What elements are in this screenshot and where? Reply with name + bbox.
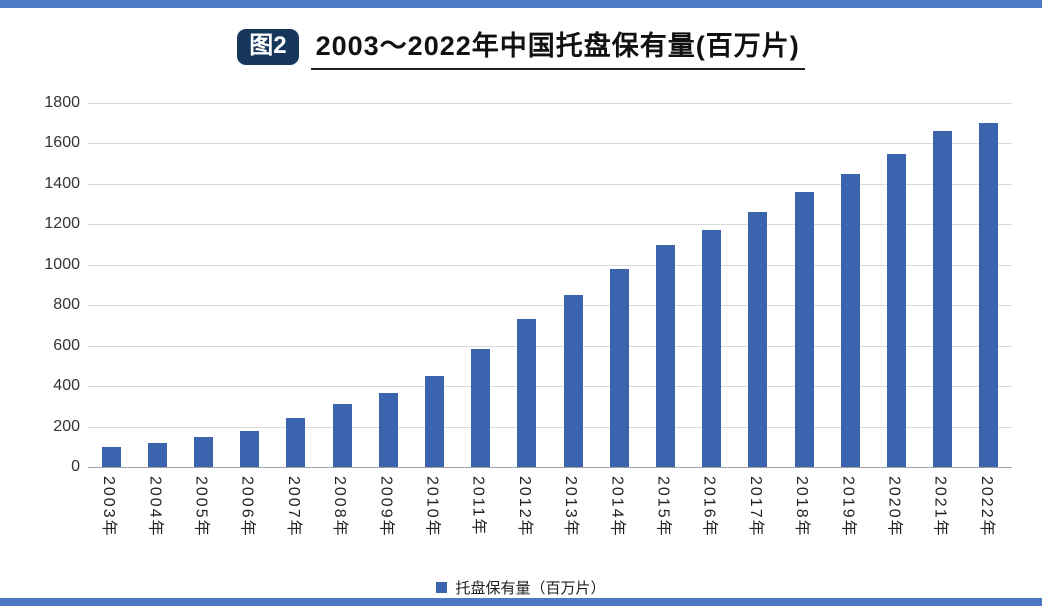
figure-badge: 图2: [237, 28, 299, 66]
x-axis: 2003年 2004年 2005年 2006年 2007年 2008年 2009年 2010年…: [88, 474, 1012, 566]
x-tick-label: 2010年: [423, 476, 441, 538]
x-tick-label: 2015年: [654, 476, 672, 538]
legend-label: 托盘保有量（百万片）: [455, 580, 606, 597]
y-tick-label: 1600: [44, 134, 80, 152]
y-tick-label: 800: [53, 296, 80, 314]
chart-header: 图2 2003～2022年中国托盘保有量(百万片): [0, 24, 1042, 70]
bar-2015年: [656, 244, 675, 467]
gridline: [88, 386, 1012, 388]
bar-2010年: [425, 376, 444, 467]
bar-2022年: [979, 123, 999, 467]
y-tick-label: 600: [53, 336, 80, 354]
x-tick-label: 2017年: [746, 476, 764, 538]
bar-2020年: [887, 153, 906, 467]
x-tick-label: 2020年: [885, 476, 903, 538]
x-tick-label: 2012年: [515, 476, 533, 538]
x-tick-label: 2003年: [100, 476, 118, 538]
chart-title: 2003～2022年中国托盘保有量(百万片): [310, 24, 805, 70]
gridline: [88, 143, 1012, 145]
x-tick-label: 2004年: [146, 476, 164, 538]
bar-2007年: [286, 418, 306, 467]
plot-area: [88, 103, 1012, 468]
gridline: [88, 224, 1012, 226]
y-tick-label: 400: [53, 377, 80, 395]
x-tick-label: 2008年: [331, 476, 349, 538]
bar-2012年: [517, 319, 537, 467]
y-tick-label: 1000: [44, 255, 80, 273]
bar-2006年: [240, 430, 260, 467]
bar-2014年: [609, 268, 629, 467]
bar-2005年: [194, 436, 213, 467]
y-axis: 0 200 400 600 800 1000 1200 1400 1600 1800: [0, 94, 80, 475]
y-tick-label: 1400: [44, 174, 80, 192]
legend-marker: [436, 582, 448, 593]
bottom-border-strip: [0, 598, 1042, 606]
bar-2011年: [471, 348, 491, 467]
x-axis-line: [88, 467, 1012, 468]
x-tick-label: 2019年: [839, 476, 857, 538]
bar-2013年: [563, 295, 583, 467]
x-tick-label: 2009年: [377, 476, 395, 538]
bar-2021年: [933, 131, 953, 467]
y-tick-label: 1200: [44, 215, 80, 233]
gridline: [88, 264, 1012, 266]
gridline: [88, 183, 1012, 185]
bar-2004年: [147, 443, 167, 467]
bar-2019年: [840, 173, 860, 467]
x-tick-label: 2011年: [469, 476, 487, 537]
bar-2018年: [794, 191, 814, 467]
y-tick-label: 0: [71, 458, 80, 475]
x-tick-label: 2022年: [977, 476, 995, 538]
x-tick-label: 2013年: [562, 476, 580, 538]
x-tick-label: 2006年: [238, 476, 256, 538]
y-tick-label: 1800: [44, 94, 80, 111]
y-tick-label: 200: [53, 417, 80, 435]
bar-2017年: [748, 212, 768, 467]
x-tick-label: 2014年: [608, 476, 626, 538]
bar-2008年: [332, 404, 352, 467]
x-tick-label: 2005年: [192, 476, 210, 538]
bar-2009年: [378, 393, 398, 467]
legend: 托盘保有量（百万片）: [0, 577, 1042, 598]
bar-2003年: [101, 446, 121, 467]
gridline: [88, 345, 1012, 347]
gridline: [88, 426, 1012, 428]
gridline: [88, 305, 1012, 307]
gridline: [88, 103, 1012, 104]
x-tick-label: 2018年: [793, 476, 811, 538]
top-border-strip: [0, 0, 1042, 8]
bar-2016年: [702, 230, 722, 467]
x-tick-label: 2007年: [284, 476, 302, 538]
x-tick-label: 2016年: [700, 476, 718, 538]
x-tick-label: 2021年: [931, 476, 949, 538]
